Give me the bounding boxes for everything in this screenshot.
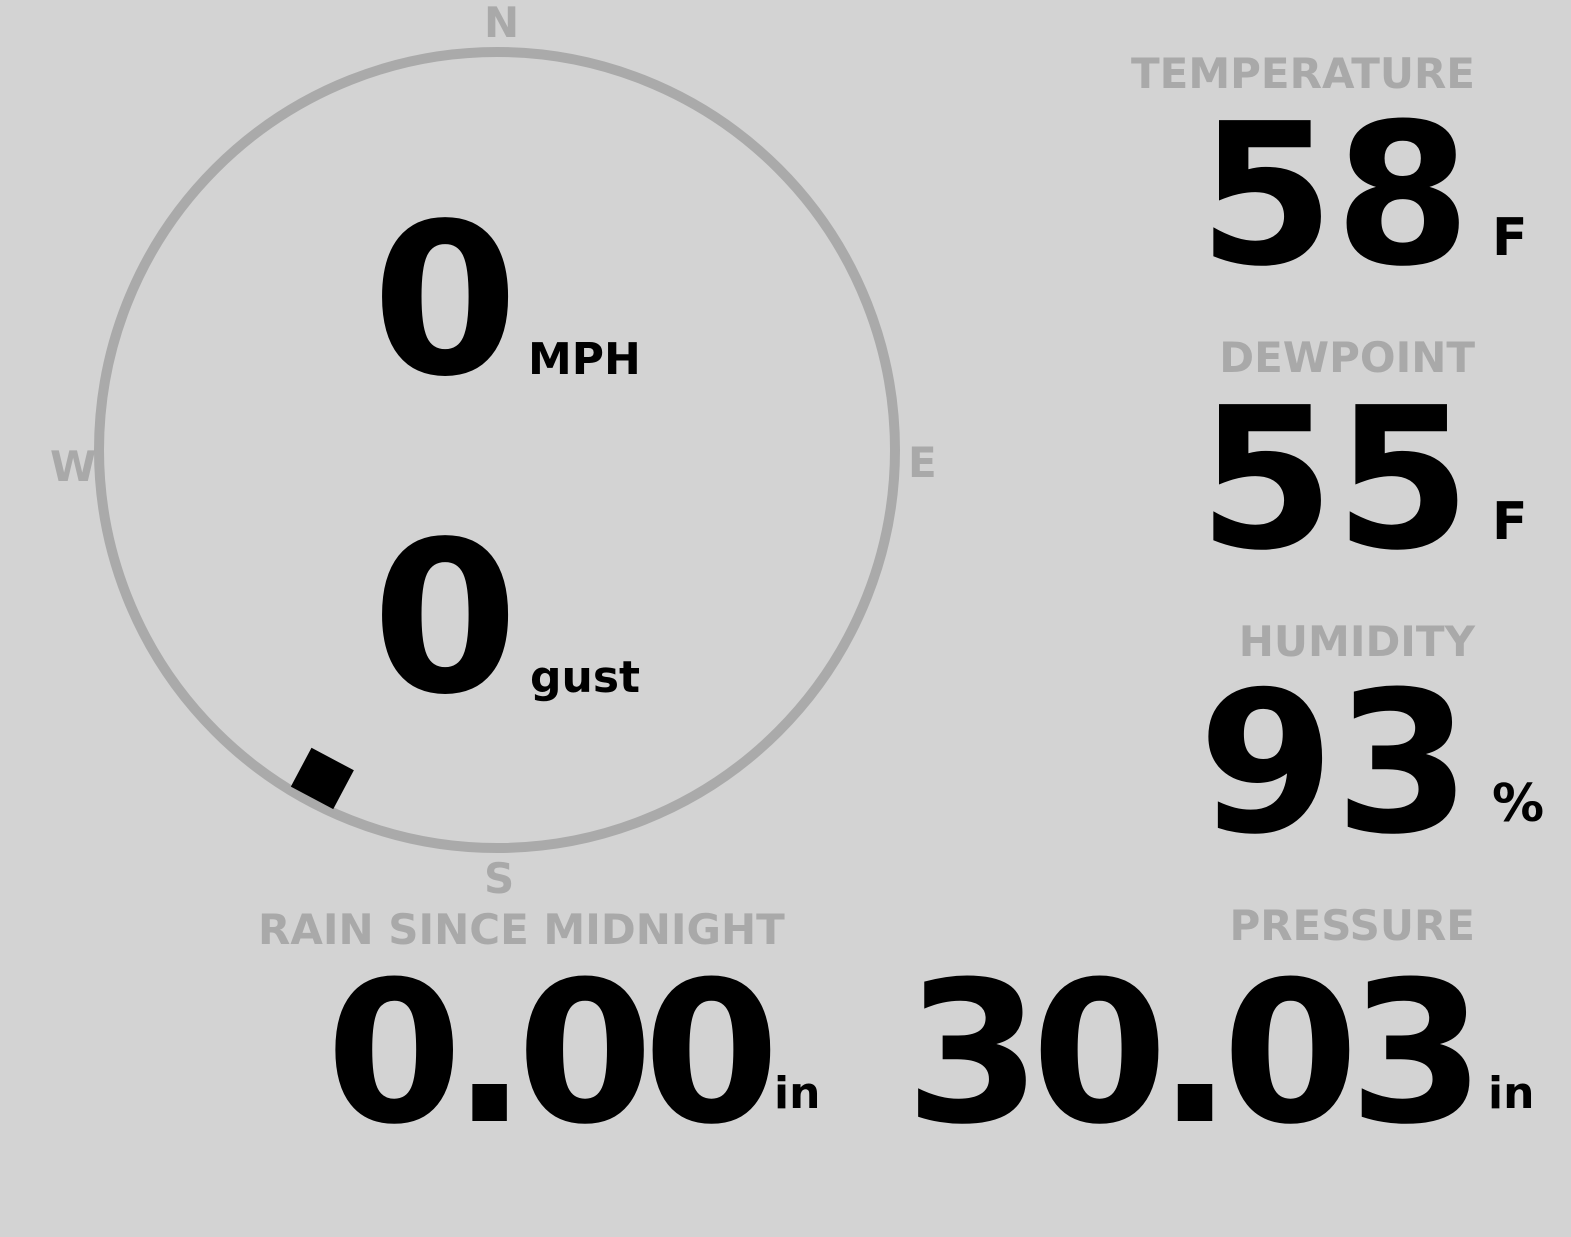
temperature-unit: F bbox=[1492, 208, 1528, 268]
temperature-label: TEMPERATURE bbox=[1131, 49, 1475, 98]
humidity-label: HUMIDITY bbox=[1238, 617, 1475, 666]
dewpoint-unit: F bbox=[1492, 492, 1528, 552]
pressure-label: PRESSURE bbox=[1229, 901, 1475, 950]
wind-speed-unit: MPH bbox=[528, 334, 641, 385]
rain-unit: in bbox=[774, 1068, 821, 1119]
compass-east-label: E bbox=[908, 438, 937, 487]
compass-south-label: S bbox=[484, 854, 515, 903]
wind-compass bbox=[94, 47, 900, 853]
pressure-value: 30.03 bbox=[905, 940, 1485, 1168]
wind-speed-value: 0 bbox=[372, 178, 519, 423]
compass-ring bbox=[94, 47, 900, 853]
humidity-unit: % bbox=[1492, 774, 1545, 834]
compass-north-label: N bbox=[484, 0, 520, 47]
dewpoint-value: 55 bbox=[1198, 366, 1471, 594]
wind-gust-value: 0 bbox=[372, 496, 519, 741]
rain-label: RAIN SINCE MIDNIGHT bbox=[258, 905, 785, 954]
wind-direction-marker bbox=[290, 747, 354, 810]
temperature-value: 58 bbox=[1198, 82, 1471, 310]
dewpoint-label: DEWPOINT bbox=[1219, 333, 1475, 382]
compass-west-label: W bbox=[50, 442, 97, 491]
rain-value: 0.00 bbox=[326, 940, 780, 1168]
pressure-unit: in bbox=[1488, 1068, 1535, 1119]
humidity-value: 93 bbox=[1198, 650, 1471, 878]
wind-gust-label: gust bbox=[530, 652, 641, 703]
